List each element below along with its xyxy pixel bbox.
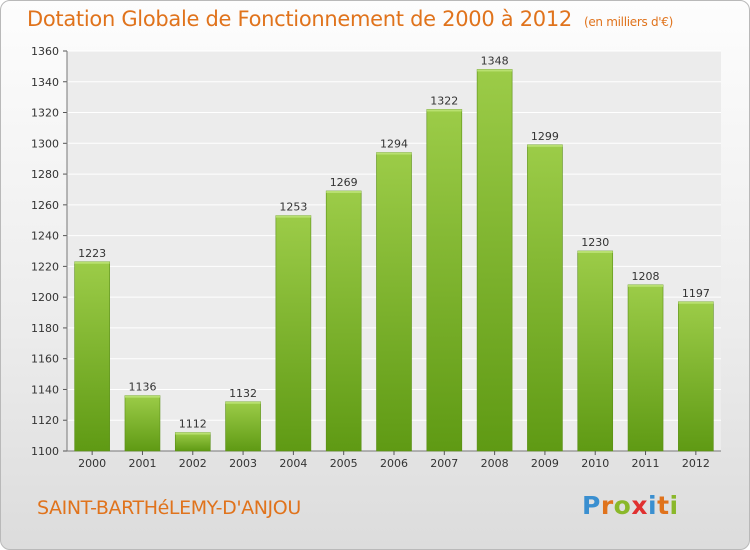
bar-highlight <box>628 284 664 287</box>
y-tick-label: 1220 <box>31 260 59 273</box>
y-tick-label: 1120 <box>31 414 59 427</box>
bar <box>577 250 614 452</box>
logo-letter: i <box>669 491 679 520</box>
chart-title: Dotation Globale de Fonctionnement de 20… <box>27 7 673 31</box>
x-tick-label: 2007 <box>430 457 458 470</box>
y-tick-label: 1260 <box>31 199 59 212</box>
y-tick-label: 1240 <box>31 230 59 243</box>
x-tick-label: 2012 <box>682 457 710 470</box>
chart-subtitle: (en milliers d'€) <box>583 15 673 29</box>
x-tick-label: 2005 <box>330 457 358 470</box>
data-label: 1269 <box>330 176 358 189</box>
y-tick-label: 1340 <box>31 76 59 89</box>
bar-highlight <box>124 395 160 398</box>
x-tick-label: 2008 <box>481 457 509 470</box>
bar-highlight <box>426 109 462 112</box>
data-label: 1136 <box>128 381 156 394</box>
bar-highlight <box>225 401 261 404</box>
data-label: 1112 <box>179 418 207 431</box>
bar-highlight <box>376 152 412 155</box>
logo-letter: o <box>613 491 632 520</box>
x-tick-label: 2001 <box>128 457 156 470</box>
y-tick-label: 1280 <box>31 168 59 181</box>
bar-highlight <box>678 301 714 304</box>
data-label: 1208 <box>632 270 660 283</box>
data-label: 1299 <box>531 130 559 143</box>
bar <box>678 301 714 452</box>
bar <box>174 432 211 452</box>
x-tick-label: 2010 <box>581 457 609 470</box>
bar-highlight <box>527 144 563 147</box>
bar <box>124 395 161 452</box>
bar <box>275 215 312 452</box>
x-tick-label: 2000 <box>78 457 106 470</box>
bar <box>225 401 261 452</box>
proxiti-logo: Proxiti <box>582 491 679 520</box>
data-label: 1294 <box>380 138 408 151</box>
y-tick-label: 1180 <box>31 322 59 335</box>
bar-highlight <box>175 432 211 435</box>
bar <box>74 261 110 452</box>
logo-letter: P <box>582 491 601 520</box>
data-label: 1322 <box>430 94 458 107</box>
x-tick-label: 2002 <box>179 457 207 470</box>
bar-highlight <box>326 191 362 193</box>
bar-highlight <box>577 251 613 253</box>
bar-highlight <box>275 215 311 218</box>
data-label: 1132 <box>229 387 257 400</box>
x-tick-label: 2003 <box>229 457 257 470</box>
y-tick-label: 1140 <box>31 383 59 396</box>
bar <box>426 109 463 452</box>
bar <box>376 152 412 452</box>
x-tick-label: 2009 <box>531 457 559 470</box>
x-tick-label: 2004 <box>279 457 307 470</box>
data-label: 1223 <box>78 247 106 260</box>
x-tick-label: 2006 <box>380 457 408 470</box>
bar <box>476 69 513 452</box>
y-tick-label: 1320 <box>31 107 59 120</box>
data-label: 1197 <box>682 287 710 300</box>
y-tick-label: 1200 <box>31 291 59 304</box>
x-tick-label: 2011 <box>632 457 660 470</box>
logo-letter: i <box>648 491 658 520</box>
data-label: 1230 <box>581 236 609 249</box>
y-tick-label: 1300 <box>31 137 59 150</box>
y-tick-label: 1100 <box>31 445 59 458</box>
y-tick-label: 1360 <box>31 45 59 58</box>
commune-name: SAINT-BARTHéLEMY-D'ANJOU <box>37 497 301 519</box>
y-tick-label: 1160 <box>31 353 59 366</box>
bar <box>325 190 362 452</box>
logo-letter: x <box>631 491 648 520</box>
bar-highlight <box>477 69 513 72</box>
bar <box>627 284 664 452</box>
logo-letter: t <box>657 491 670 520</box>
data-label: 1253 <box>279 201 307 214</box>
logo-letter: r <box>600 491 614 520</box>
bar <box>527 144 563 452</box>
data-label: 1348 <box>481 54 509 67</box>
bar-highlight <box>74 261 110 264</box>
